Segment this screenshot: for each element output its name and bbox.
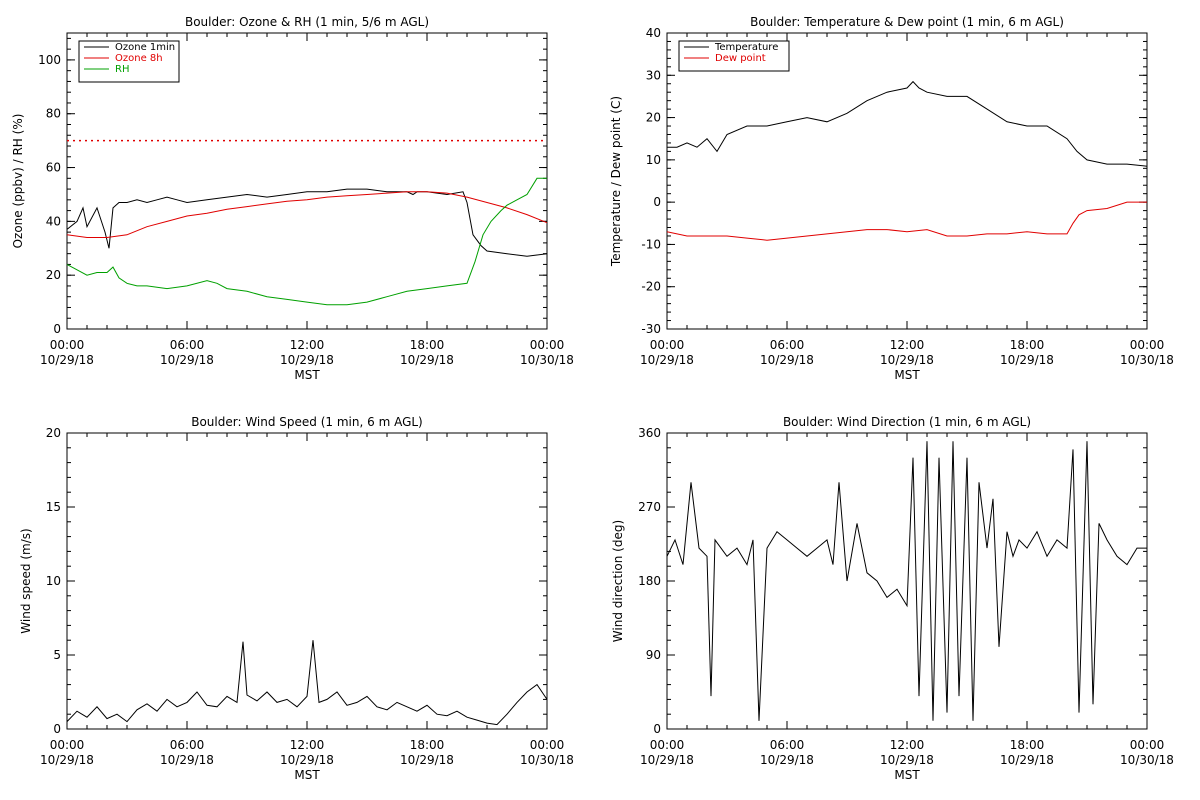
legend-label: Dew point (715, 53, 766, 64)
x-tick-time-label: 18:00 (1010, 738, 1045, 752)
x-tick-time-label: 00:00 (1130, 738, 1165, 752)
x-axis-label: MST (294, 368, 320, 382)
y-axis-label: Ozone (ppbv) / RH (%) (11, 114, 25, 249)
x-tick-date-label: 10/29/18 (160, 353, 214, 367)
y-tick-label: 360 (638, 426, 661, 440)
x-tick-date-label: 10/29/18 (1000, 353, 1054, 367)
y-axis-label: Wind direction (deg) (611, 520, 625, 642)
series-line-ozone-8h (66, 191, 548, 238)
y-tick-label: 20 (46, 426, 61, 440)
chart-title: Boulder: Ozone & RH (1 min, 5/6 m AGL) (185, 15, 429, 29)
y-tick-label: 90 (646, 648, 661, 662)
y-tick-label: 40 (46, 214, 61, 228)
y-tick-label: 10 (46, 574, 61, 588)
x-tick-time-label: 18:00 (1010, 338, 1045, 352)
legend-label: Ozone 8h (115, 53, 163, 64)
y-axis-label: Temperature / Dew point (C) (609, 96, 623, 267)
series-line-0 (66, 640, 548, 726)
series-line-temperature (667, 80, 1148, 167)
y-tick-label: 15 (46, 500, 61, 514)
chart-title: Boulder: Wind Speed (1 min, 6 m AGL) (191, 415, 423, 429)
y-tick-label: 0 (53, 322, 61, 336)
x-tick-date-label: 10/30/18 (1120, 353, 1174, 367)
x-tick-time-label: 18:00 (410, 338, 445, 352)
y-tick-label: 20 (646, 111, 661, 125)
y-tick-label: 20 (46, 268, 61, 282)
series-line-rh (66, 177, 547, 306)
x-axis-label: MST (894, 768, 920, 782)
y-tick-label: 10 (646, 153, 661, 167)
y-tick-label: -20 (641, 280, 661, 294)
y-tick-label: 5 (53, 648, 61, 662)
y-tick-label: 0 (653, 195, 661, 209)
legend-label: Temperature (714, 42, 778, 53)
series-line-dew-point (666, 201, 1147, 241)
plot-frame (666, 32, 1148, 330)
ozone-rh-panel: Boulder: Ozone & RH (1 min, 5/6 m AGL) 0 2… (11, 15, 574, 382)
x-tick-date-label: 10/29/18 (160, 753, 214, 767)
y-tick-label: 0 (53, 722, 61, 736)
x-tick-time-label: 00:00 (530, 738, 565, 752)
x-tick-time-label: 06:00 (770, 338, 805, 352)
legend-box (678, 40, 790, 72)
series-line-ozone-1min (66, 188, 548, 257)
x-tick-date-label: 10/29/18 (40, 753, 94, 767)
legend-label: RH (115, 64, 129, 75)
x-tick-date-label: 10/29/18 (280, 753, 334, 767)
x-tick-date-label: 10/29/18 (880, 753, 934, 767)
x-tick-time-label: 06:00 (170, 338, 205, 352)
x-tick-date-label: 10/29/18 (640, 753, 694, 767)
plot-frame (66, 432, 548, 730)
x-tick-time-label: 12:00 (890, 738, 925, 752)
x-tick-time-label: 00:00 (50, 738, 85, 752)
x-tick-time-label: 12:00 (890, 338, 925, 352)
y-tick-label: 100 (38, 53, 61, 67)
y-tick-label: 60 (46, 161, 61, 175)
x-tick-time-label: 00:00 (50, 338, 85, 352)
x-tick-date-label: 10/29/18 (1000, 753, 1054, 767)
x-tick-time-label: 12:00 (290, 338, 325, 352)
y-tick-label: 40 (646, 26, 661, 40)
x-tick-date-label: 10/29/18 (280, 353, 334, 367)
x-axis-label: MST (894, 368, 920, 382)
x-tick-date-label: 10/29/18 (640, 353, 694, 367)
x-tick-date-label: 10/30/18 (520, 353, 574, 367)
x-tick-date-label: 10/29/18 (40, 353, 94, 367)
wind-direction-panel: Boulder: Wind Direction (1 min, 6 m AGL)… (611, 415, 1174, 782)
x-tick-date-label: 10/29/18 (760, 753, 814, 767)
y-tick-label: 0 (653, 722, 661, 736)
x-tick-time-label: 18:00 (410, 738, 445, 752)
y-tick-label: -10 (641, 237, 661, 251)
x-tick-date-label: 10/29/18 (760, 353, 814, 367)
wind-speed-panel: Boulder: Wind Speed (1 min, 6 m AGL) 0 5 10… (19, 415, 574, 782)
y-tick-label: 270 (638, 500, 661, 514)
x-tick-time-label: 00:00 (650, 338, 685, 352)
x-tick-time-label: 00:00 (1130, 338, 1165, 352)
y-tick-label: 30 (646, 68, 661, 82)
legend-label: Ozone 1min (115, 42, 175, 53)
temperature-dewpoint-panel: Boulder: Temperature & Dew point (1 min,… (609, 15, 1174, 382)
y-tick-label: -30 (641, 322, 661, 336)
y-axis-label: Wind speed (m/s) (19, 528, 33, 633)
x-tick-time-label: 06:00 (170, 738, 205, 752)
x-tick-date-label: 10/29/18 (400, 353, 454, 367)
chart-title: Boulder: Wind Direction (1 min, 6 m AGL) (783, 415, 1031, 429)
x-axis-label: MST (294, 768, 320, 782)
x-tick-time-label: 06:00 (770, 738, 805, 752)
x-tick-time-label: 00:00 (650, 738, 685, 752)
x-tick-time-label: 12:00 (290, 738, 325, 752)
plot-frame (666, 432, 1148, 730)
x-tick-date-label: 10/29/18 (400, 753, 454, 767)
x-tick-date-label: 10/30/18 (520, 753, 574, 767)
y-tick-label: 80 (46, 107, 61, 121)
chart-title: Boulder: Temperature & Dew point (1 min,… (750, 15, 1064, 29)
legend-box (78, 40, 180, 83)
y-tick-label: 180 (638, 574, 661, 588)
x-tick-date-label: 10/30/18 (1120, 753, 1174, 767)
x-tick-date-label: 10/29/18 (880, 353, 934, 367)
x-tick-time-label: 00:00 (530, 338, 565, 352)
series-line-0 (666, 441, 1147, 721)
